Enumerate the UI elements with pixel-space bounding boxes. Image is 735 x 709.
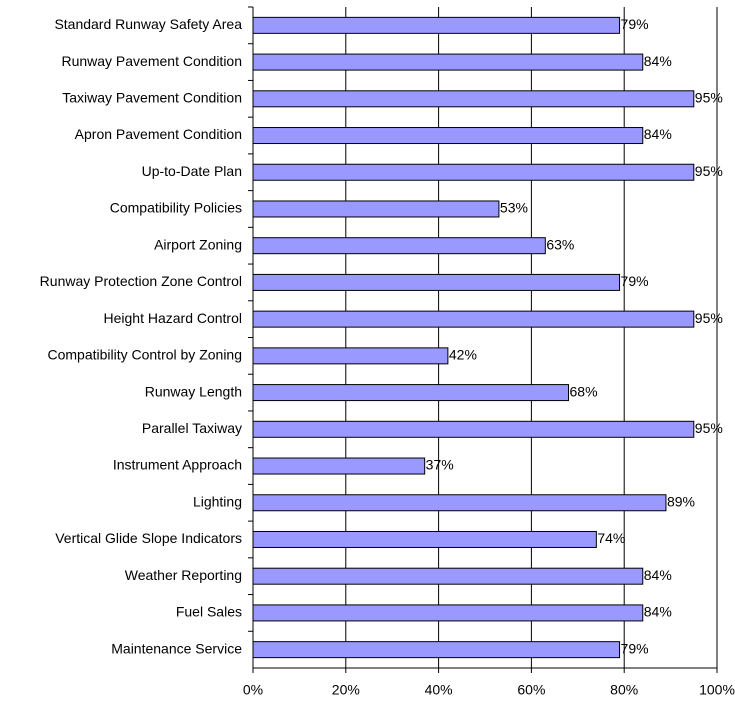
bar xyxy=(252,16,621,34)
data-label: 42% xyxy=(449,347,477,363)
x-tick-label: 20% xyxy=(332,682,360,698)
y-tick-label: Runway Pavement Condition xyxy=(61,53,242,69)
y-tick-label: Airport Zoning xyxy=(154,236,242,252)
data-label: 84% xyxy=(644,53,672,69)
bar xyxy=(252,310,695,328)
bar xyxy=(252,530,597,548)
data-label: 95% xyxy=(695,163,723,179)
y-tick-label: Runway Protection Zone Control xyxy=(40,273,242,289)
y-tick-label: Parallel Taxiway xyxy=(142,420,242,436)
data-label: 84% xyxy=(644,126,672,142)
x-tick-label: 40% xyxy=(425,682,453,698)
bar xyxy=(252,200,500,218)
x-tick-label: 0% xyxy=(243,682,263,698)
y-tick-label: Lighting xyxy=(193,493,242,509)
data-label: 74% xyxy=(597,530,625,546)
bar xyxy=(252,273,621,291)
y-tick-label: Height Hazard Control xyxy=(103,310,242,326)
x-tick-label: 60% xyxy=(517,682,545,698)
bar xyxy=(252,494,667,512)
data-label: 84% xyxy=(644,604,672,620)
bar xyxy=(252,641,621,659)
y-tick-label: Compatibility Control by Zoning xyxy=(47,347,242,363)
y-tick-label: Weather Reporting xyxy=(125,567,242,583)
y-tick-label: Vertical Glide Slope Indicators xyxy=(55,530,242,546)
y-tick-label: Maintenance Service xyxy=(111,640,242,656)
bar xyxy=(252,347,449,365)
data-label: 95% xyxy=(695,420,723,436)
y-tick-label: Instrument Approach xyxy=(113,457,242,473)
bar xyxy=(252,457,426,475)
bar xyxy=(252,237,546,255)
bar xyxy=(252,90,695,108)
y-tick-label: Taxiway Pavement Condition xyxy=(62,90,242,106)
bar xyxy=(252,163,695,181)
data-label: 89% xyxy=(667,493,695,509)
data-label: 68% xyxy=(570,383,598,399)
y-tick-label: Standard Runway Safety Area xyxy=(54,16,242,32)
data-label: 63% xyxy=(546,236,574,252)
data-label: 95% xyxy=(695,90,723,106)
bar xyxy=(252,567,644,585)
bar xyxy=(252,420,695,438)
y-tick-label: Runway Length xyxy=(145,383,242,399)
y-tick-label: Compatibility Policies xyxy=(110,200,242,216)
data-label: 79% xyxy=(621,16,649,32)
data-label: 95% xyxy=(695,310,723,326)
x-tick-label: 80% xyxy=(610,682,638,698)
y-tick-label: Fuel Sales xyxy=(176,604,242,620)
data-label: 79% xyxy=(621,273,649,289)
data-label: 37% xyxy=(426,457,454,473)
y-tick-label: Up-to-Date Plan xyxy=(142,163,242,179)
bar xyxy=(252,127,644,145)
bar xyxy=(252,604,644,622)
bar xyxy=(252,384,570,402)
data-label: 84% xyxy=(644,567,672,583)
data-label: 53% xyxy=(500,200,528,216)
y-tick-label: Apron Pavement Condition xyxy=(75,126,242,142)
data-label: 79% xyxy=(621,640,649,656)
x-tick-label: 100% xyxy=(699,682,735,698)
bar xyxy=(252,53,644,71)
